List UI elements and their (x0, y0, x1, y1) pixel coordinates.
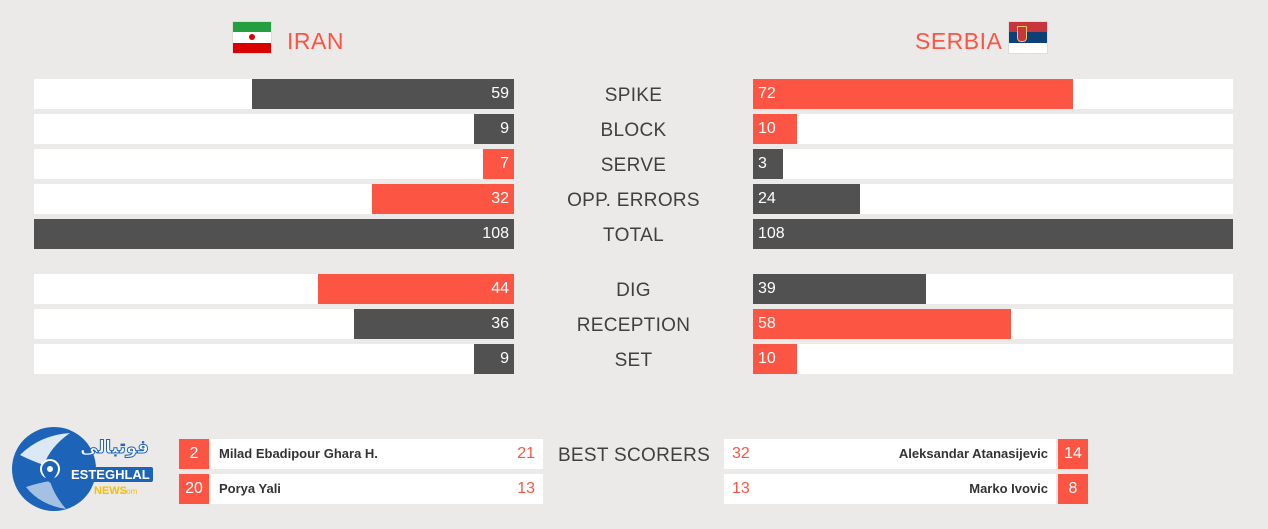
scorer-box: 13 Marko Ivovic (724, 474, 1056, 504)
stat-row-spike: 59 SPIKE 72 (34, 79, 1233, 109)
scorer-points: 13 (517, 480, 535, 497)
stat-row-total: 108 TOTAL 108 (34, 219, 1233, 249)
left-track: 108 (34, 219, 514, 249)
left-bar: 59 (252, 79, 514, 109)
scorer-number: 14 (1058, 439, 1088, 469)
right-track: 108 (753, 219, 1233, 249)
iran-flag-green-stripe (233, 22, 271, 33)
stat-label: TOTAL (603, 225, 664, 246)
scorer-number: 8 (1058, 474, 1088, 504)
right-bar: 108 (753, 219, 1233, 249)
scorer-right-1: 32 Aleksandar Atanasijevic 14 (724, 439, 1088, 469)
stat-label: RECEPTION (576, 315, 691, 336)
left-track: 59 (34, 79, 514, 109)
left-track: 9 (34, 114, 514, 144)
scorer-points: 13 (732, 480, 750, 497)
scorer-name: Marko Ivovic (969, 481, 1048, 496)
scorer-box: 32 Aleksandar Atanasijevic (724, 439, 1056, 469)
left-bar: 44 (318, 274, 514, 304)
right-bar: 10 (753, 114, 797, 144)
left-bar: 108 (34, 219, 514, 249)
stat-row-set: 9 SET 10 (34, 344, 1233, 374)
left-track: 7 (34, 149, 514, 179)
logo-main-text: ESTEGHLAL (68, 467, 153, 482)
scorer-number: 2 (179, 439, 209, 469)
iran-flag (233, 22, 271, 53)
stat-label: OPP. ERRORS (567, 190, 700, 211)
right-bar: 10 (753, 344, 797, 374)
logo-sub-text: NEWS (94, 485, 127, 497)
team-right-name: SERBIA (915, 28, 1003, 54)
stat-row-dig: 44 DIG 39 (34, 274, 1233, 304)
left-bar: 9 (474, 344, 514, 374)
left-bar: 32 (372, 184, 514, 214)
right-bar: 72 (753, 79, 1073, 109)
iran-flag-red-stripe (233, 42, 271, 53)
serbia-coat-of-arms-icon (1017, 26, 1027, 42)
right-bar: 58 (753, 309, 1011, 339)
scorer-left-1: 2 Milad Ebadipour Ghara H. 21 (179, 439, 543, 469)
serbia-flag-blue-stripe (1009, 32, 1047, 43)
stat-label: BLOCK (600, 120, 667, 141)
right-bar: 39 (753, 274, 926, 304)
stat-row-reception: 36 RECEPTION 58 (34, 309, 1233, 339)
scorer-right-2: 13 Marko Ivovic 8 (724, 474, 1088, 504)
scorer-points: 21 (517, 445, 535, 462)
left-track: 9 (34, 344, 514, 374)
stat-row-block: 9 BLOCK 10 (34, 114, 1233, 144)
scorer-box: Porya Yali 13 (211, 474, 543, 504)
right-track: 10 (753, 344, 1233, 374)
right-track: 58 (753, 309, 1233, 339)
scorer-name: Milad Ebadipour Ghara H. (219, 446, 378, 461)
scorer-name: Aleksandar Atanasijevic (898, 446, 1048, 461)
scorer-left-2: 20 Porya Yali 13 (179, 474, 543, 504)
esteghlal-news-logo: فوتبالی ESTEGHLAL NEWS .com (10, 425, 153, 513)
left-track: 44 (34, 274, 514, 304)
scorer-box: Milad Ebadipour Ghara H. 21 (211, 439, 543, 469)
stat-label: DIG (616, 280, 651, 301)
stat-label: SET (614, 350, 653, 371)
right-track: 3 (753, 149, 1233, 179)
stat-row-serve: 7 SERVE 3 (34, 149, 1233, 179)
scorer-name: Porya Yali (219, 481, 281, 496)
logo-arabic-text: فوتبالی (80, 437, 150, 459)
right-track: 72 (753, 79, 1233, 109)
right-track: 39 (753, 274, 1233, 304)
left-bar: 36 (354, 309, 514, 339)
scorer-number: 20 (179, 474, 209, 504)
serbia-flag (1009, 22, 1047, 53)
left-track: 36 (34, 309, 514, 339)
iran-flag-white-stripe (233, 32, 271, 43)
team-left-name: IRAN (287, 28, 344, 54)
left-track: 32 (34, 184, 514, 214)
right-bar: 3 (753, 149, 783, 179)
iran-flag-emblem-icon (249, 34, 255, 41)
left-bar: 7 (483, 149, 514, 179)
left-bar: 9 (474, 114, 514, 144)
stat-row-opp-errors: 32 OPP. ERRORS 24 (34, 184, 1233, 214)
right-track: 24 (753, 184, 1233, 214)
best-scorers-label: BEST SCORERS (557, 445, 711, 466)
right-track: 10 (753, 114, 1233, 144)
stat-label: SPIKE (604, 85, 663, 106)
scorer-points: 32 (732, 445, 750, 462)
right-bar: 24 (753, 184, 860, 214)
stat-label: SERVE (600, 155, 667, 176)
serbia-flag-white-stripe (1009, 42, 1047, 53)
logo-ball-icon (12, 427, 96, 511)
serbia-flag-red-stripe (1009, 22, 1047, 42)
logo-domain-text: .com (120, 487, 138, 496)
